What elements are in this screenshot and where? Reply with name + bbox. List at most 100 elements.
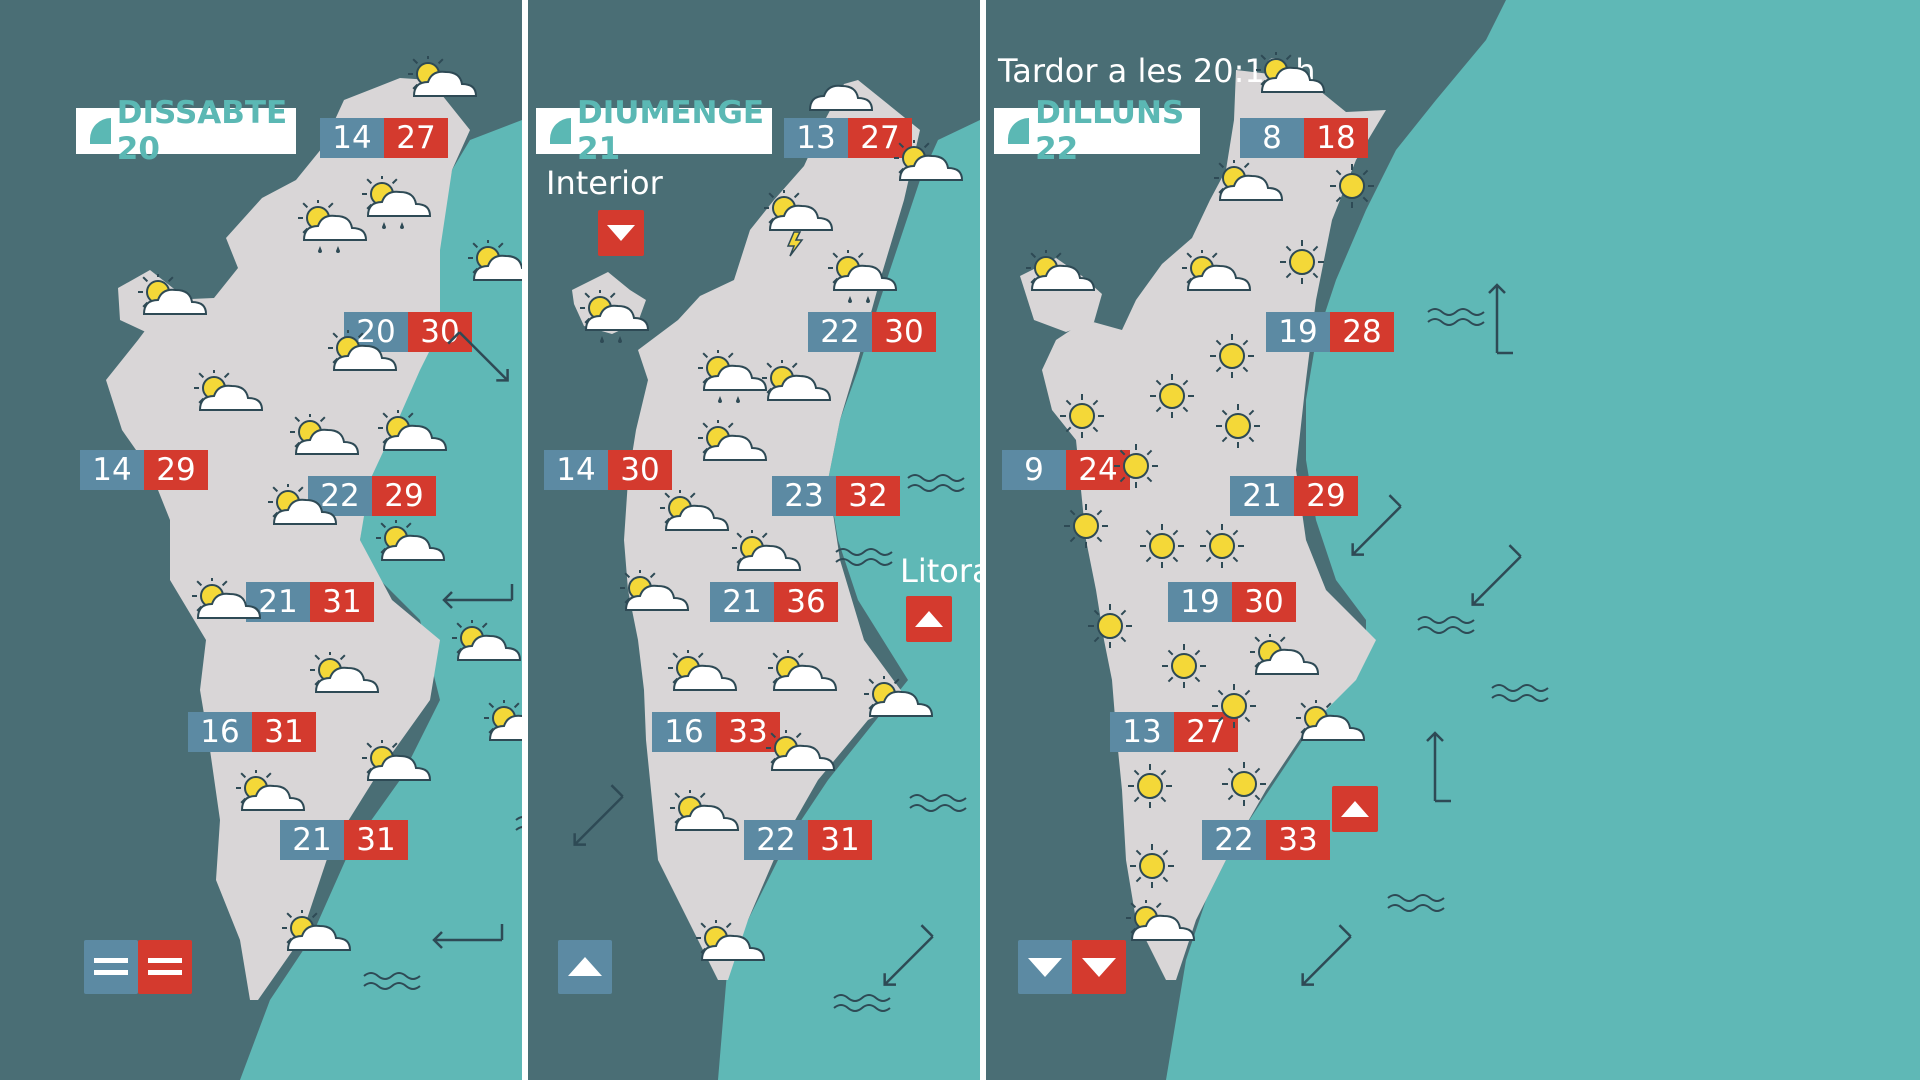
partly-cloudy-icon (669, 787, 742, 862)
sun-icon (1060, 500, 1132, 572)
temp-pair: 22 33 (1202, 820, 1330, 860)
wind-barb-icon (440, 317, 521, 398)
partly-cloudy-icon (361, 737, 434, 812)
litoral-up-trend (906, 596, 952, 642)
max-temp-equal-trend (138, 940, 192, 994)
litoral-label: Litoral (900, 552, 980, 590)
sun-icon (1056, 390, 1128, 462)
sun-icon (1084, 600, 1156, 672)
sea-waves-icon (908, 790, 968, 820)
partly-cloudy-icon (377, 407, 450, 482)
sea-waves-icon (514, 812, 522, 842)
sun-icon (1326, 160, 1398, 232)
sun-icon (1126, 840, 1198, 912)
sea-waves-icon (1416, 612, 1476, 642)
partly-cloudy-icon (695, 917, 768, 992)
partly-cloudy-rain-icon (827, 247, 900, 322)
partly-cloudy-icon (1181, 247, 1254, 322)
partly-cloudy-icon (667, 647, 740, 722)
partly-cloudy-rain-icon (297, 197, 370, 272)
sun-icon (1196, 520, 1268, 592)
temp-pair: 8 18 (1240, 118, 1368, 158)
sea-waves-icon (832, 990, 892, 1020)
temp-pair: 13 27 (1110, 712, 1238, 752)
temp-pair: 21 31 (280, 820, 408, 860)
cloud-icon (808, 72, 880, 144)
brand-leaf-icon (90, 118, 111, 144)
bottom-up-trend (558, 940, 612, 994)
sun-icon (1208, 680, 1280, 752)
cloud-rain-icon (697, 347, 770, 422)
partly-cloudy-rain-icon (361, 173, 434, 248)
temp-pair: 16 33 (652, 712, 780, 752)
partly-cloudy-icon (1213, 157, 1286, 232)
storm-icon (763, 187, 836, 262)
partly-cloudy-icon (309, 649, 382, 724)
cloud-rain-icon (579, 287, 652, 362)
panel-divider (522, 0, 528, 1080)
sea-waves-icon (834, 544, 894, 574)
temp-pair: 19 30 (1168, 582, 1296, 622)
max-temp-down-trend (1072, 940, 1126, 994)
partly-cloudy-icon (893, 137, 966, 212)
partly-cloudy-icon (137, 271, 210, 346)
sea-waves-icon (1386, 890, 1446, 920)
wind-barb-icon (1421, 729, 1455, 809)
partly-cloudy-icon (1125, 897, 1198, 972)
temp-pair: 21 36 (710, 582, 838, 622)
sun-icon (1110, 440, 1182, 512)
sea-waves-icon (906, 470, 966, 500)
wind-barb-icon (558, 777, 639, 858)
interior-label: Interior (546, 164, 663, 202)
sun-icon (1146, 370, 1218, 442)
sea-waves-icon (362, 968, 422, 998)
partly-cloudy-icon (327, 327, 400, 402)
min-temp-equal-trend (84, 940, 138, 994)
brand-leaf-icon (1008, 118, 1030, 144)
sun-icon (1276, 236, 1348, 308)
temp-pair: 21 29 (1230, 476, 1358, 516)
partly-cloudy-icon (1255, 49, 1328, 124)
partly-cloudy-icon (407, 53, 480, 128)
day-label: DILLUNS 22 (994, 95, 1200, 167)
temp-pair: 14 30 (544, 450, 672, 490)
partly-cloudy-icon (659, 487, 732, 562)
temp-pair: 9 24 (1002, 450, 1130, 490)
wind-barb-icon (430, 920, 510, 954)
partly-cloudy-icon (467, 237, 522, 312)
partly-cloudy-icon (191, 575, 264, 650)
interior-down-trend (598, 210, 644, 256)
day-label: DISSABTE 20 (76, 95, 296, 167)
temp-pair: 19 28 (1266, 312, 1394, 352)
equal-icon (94, 958, 128, 975)
sea-waves-icon (1490, 680, 1550, 710)
min-temp-down-trend (1018, 940, 1072, 994)
temp-pair: 22 30 (808, 312, 936, 352)
partly-cloudy-icon (1249, 631, 1322, 706)
down-arrow-icon (1028, 958, 1062, 977)
partly-cloudy-icon (289, 411, 362, 486)
sun-icon (1136, 520, 1208, 592)
panel-divider (980, 0, 986, 1080)
partly-cloudy-icon (1295, 697, 1368, 772)
up-arrow-icon (568, 957, 602, 976)
partly-cloudy-icon (761, 357, 834, 432)
up-arrow-icon (1341, 801, 1369, 817)
temp-pair: 22 29 (308, 476, 436, 516)
wind-barb-icon (868, 917, 949, 998)
temp-pair: 23 32 (772, 476, 900, 516)
wind-barb-icon (1336, 487, 1417, 568)
down-arrow-icon (607, 225, 635, 241)
sun-icon (1158, 640, 1230, 712)
panel-monday: Tardor a les 20:19 h DILLUNS 22 8 18 19 28… (986, 0, 1920, 1080)
sun-icon (1218, 758, 1290, 830)
partly-cloudy-icon (267, 481, 340, 556)
wind-barb-icon (1286, 917, 1367, 998)
temp-pair: 22 31 (744, 820, 872, 860)
partly-cloudy-icon (765, 727, 838, 802)
panel-saturday: DISSABTE 20 14 27 20 30 14 29 22 29 21 31 16 3… (0, 0, 522, 1080)
partly-cloudy-icon (697, 417, 770, 492)
sun-icon (1206, 330, 1278, 402)
sea-waves-icon (1426, 304, 1486, 334)
